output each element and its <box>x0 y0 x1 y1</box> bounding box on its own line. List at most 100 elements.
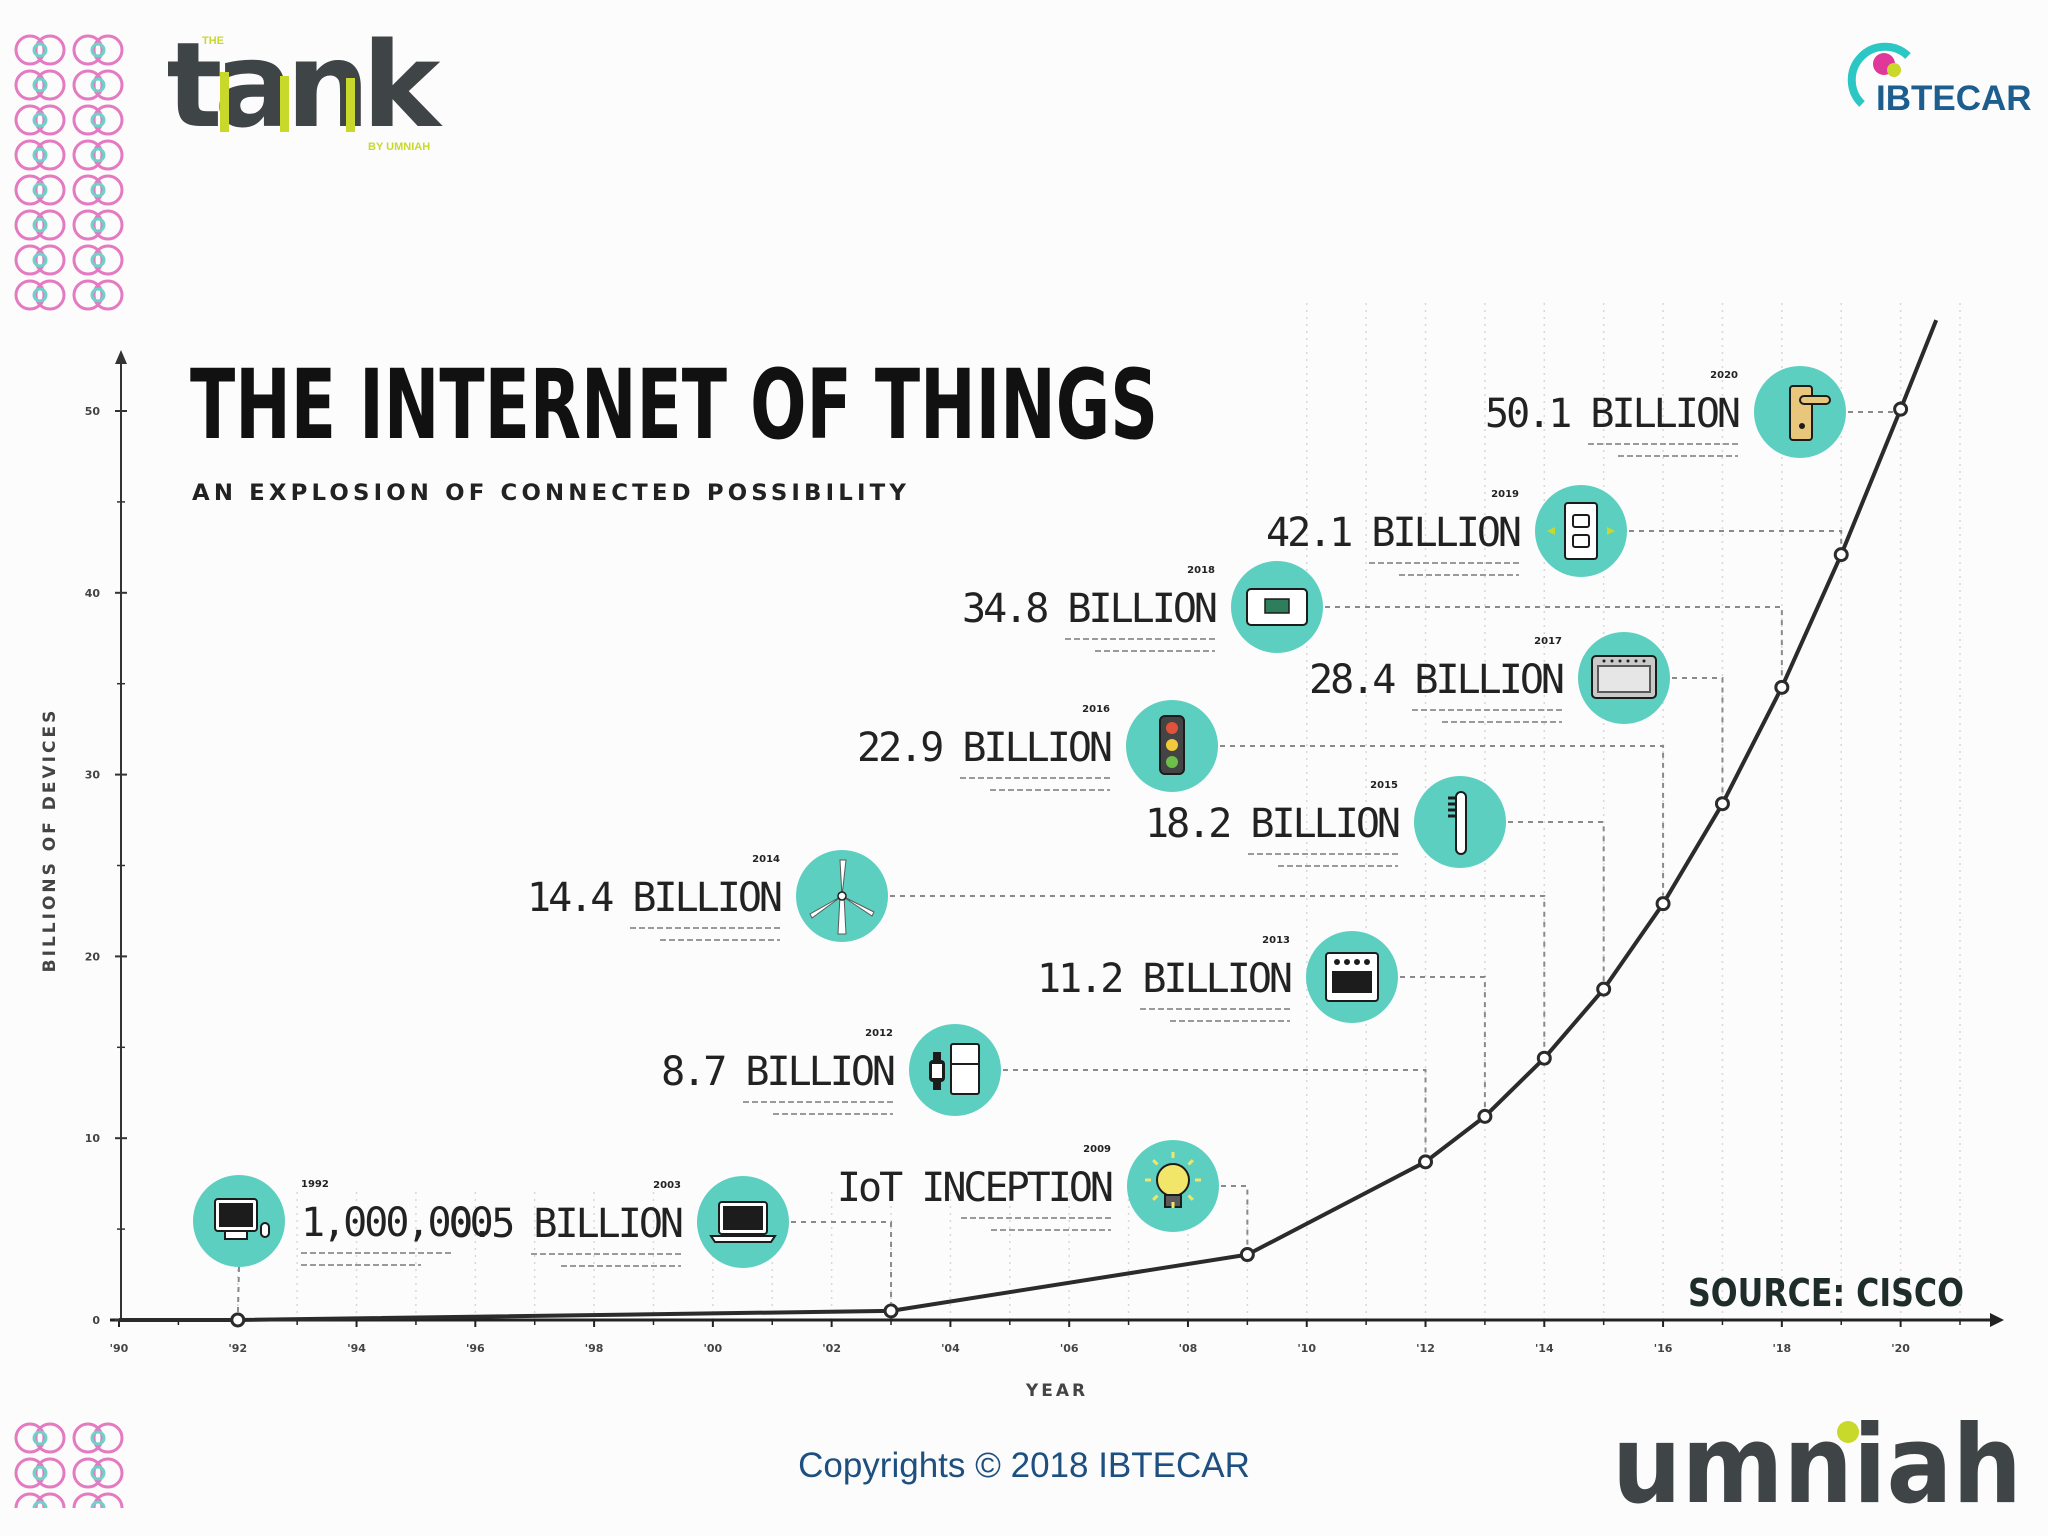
pattern-ring <box>72 69 104 101</box>
pattern-motif <box>72 174 124 206</box>
thermostat-icon <box>1246 588 1308 626</box>
wind-turbine-icon <box>809 859 875 935</box>
pattern-ring <box>72 1457 104 1489</box>
umniah-logo-dot <box>1837 1421 1859 1443</box>
tank-logo-small-text: THE <box>202 35 224 47</box>
pattern-motif <box>72 69 124 101</box>
callout-value: 18.2 BILLION <box>1145 801 1399 847</box>
pattern-ring <box>14 1492 46 1508</box>
pattern-ring <box>92 244 124 276</box>
pattern-motif <box>14 69 66 101</box>
pattern-ring <box>92 139 124 171</box>
pattern-ring <box>92 209 124 241</box>
chart-subtitle: AN EXPLOSION OF CONNECTED POSSIBILITY <box>192 481 910 506</box>
pattern-ring <box>14 139 46 171</box>
callout-value: 34.8 BILLION <box>962 586 1216 632</box>
icon-part <box>1364 959 1370 965</box>
traffic-light-icon <box>1159 715 1185 775</box>
pattern-ring <box>34 104 66 136</box>
pattern-ring <box>34 174 66 206</box>
source-label: SOURCE: CISCO <box>1688 1271 1964 1315</box>
leader-line <box>890 895 1546 1051</box>
y-tick-labels: 0 10 20 30 40 50 <box>85 405 127 1327</box>
pattern-ring <box>90 217 106 233</box>
callout-2018: 2018 34.8 BILLION <box>962 561 1323 653</box>
pattern-ring <box>32 287 48 303</box>
icon-part <box>1607 527 1615 535</box>
callout-1992: 1992 1,000,000 <box>193 1175 495 1267</box>
tank-logo-by-text: BY UMNIAH <box>368 141 430 153</box>
callout-year: 2015 <box>1370 780 1398 791</box>
pattern-motif <box>14 104 66 136</box>
icon-part <box>1264 598 1290 614</box>
callout-year: 2017 <box>1534 636 1562 647</box>
icon-part <box>1332 971 1372 993</box>
icon-part <box>1455 791 1467 855</box>
y-axis-arrow-icon <box>115 350 127 364</box>
data-point <box>1596 981 1612 997</box>
leader-line <box>1221 1185 1249 1247</box>
pattern-ring <box>72 1492 104 1508</box>
pattern-ring <box>14 69 46 101</box>
x-tick-label: '20 <box>1891 1342 1910 1355</box>
callout-year: 2018 <box>1187 565 1215 576</box>
pattern-ring <box>72 104 104 136</box>
data-point <box>1239 1247 1255 1263</box>
pattern-motif <box>14 279 66 311</box>
pattern-ring <box>90 1465 106 1481</box>
pattern-ring <box>32 112 48 128</box>
pattern-ring <box>92 279 124 311</box>
icon-part <box>224 1230 248 1240</box>
pattern-ring <box>92 69 124 101</box>
callout-year: 2009 <box>1083 1144 1111 1155</box>
ibtecar-logo-text: IBTECAR <box>1876 79 2032 118</box>
pattern-ring <box>14 209 46 241</box>
pattern-ring <box>72 174 104 206</box>
door-lock-icon <box>1789 385 1831 441</box>
copyright-notice: Copyrights © 2018 IBTECAR <box>798 1446 1250 1485</box>
icon-part <box>1572 534 1590 548</box>
pattern-ring <box>72 209 104 241</box>
pattern-ring <box>34 69 66 101</box>
pattern-motif <box>14 1492 66 1508</box>
watch-fridge-icon <box>929 1043 980 1095</box>
pattern-motif <box>14 139 66 171</box>
icon-part <box>1789 385 1813 441</box>
icon-part <box>932 1064 942 1078</box>
data-point <box>1536 1050 1552 1066</box>
callout-value: 42.1 BILLION <box>1266 510 1520 556</box>
pattern-ring <box>32 1430 48 1446</box>
x-tick-label: '92 <box>228 1342 247 1355</box>
ibtecar-logo-dot <box>1887 63 1901 77</box>
pattern-ring <box>32 252 48 268</box>
pattern-ring <box>34 244 66 276</box>
x-tick-label: '18 <box>1772 1342 1791 1355</box>
data-point <box>1893 401 1909 417</box>
x-tick-label: '02 <box>822 1342 841 1355</box>
x-tick-label: '08 <box>1179 1342 1198 1355</box>
icon-part <box>723 1206 763 1230</box>
pattern-ring <box>14 1422 46 1454</box>
pattern-ring <box>72 279 104 311</box>
callout-value: 28.4 BILLION <box>1309 657 1563 703</box>
icon-part <box>1166 756 1178 768</box>
pattern-ring <box>14 244 46 276</box>
data-point <box>230 1312 246 1328</box>
pattern-motif <box>14 174 66 206</box>
microwave-icon <box>1591 655 1657 699</box>
callout-value: 50.1 BILLION <box>1485 391 1739 437</box>
x-tick-label: '14 <box>1535 1342 1554 1355</box>
ibtecar-logo: IBTECAR <box>1847 42 2032 118</box>
pattern-ring <box>92 1492 124 1508</box>
callout-2017: 2017 28.4 BILLION <box>1309 632 1670 724</box>
icon-part <box>1799 395 1831 405</box>
x-tick-labels: '90 '92 '94 '96 '98 '00 '02 '04 '06 '08 '10 '12 '14 '… <box>110 1320 1961 1355</box>
toothbrush-icon <box>1448 791 1467 855</box>
icon-part <box>841 895 875 917</box>
pattern-ring <box>90 252 106 268</box>
pattern-motif <box>14 34 66 66</box>
pattern-motif <box>14 209 66 241</box>
icon-part <box>1166 739 1178 751</box>
tank-logo-accent <box>346 78 355 132</box>
icon-part <box>1564 502 1598 560</box>
